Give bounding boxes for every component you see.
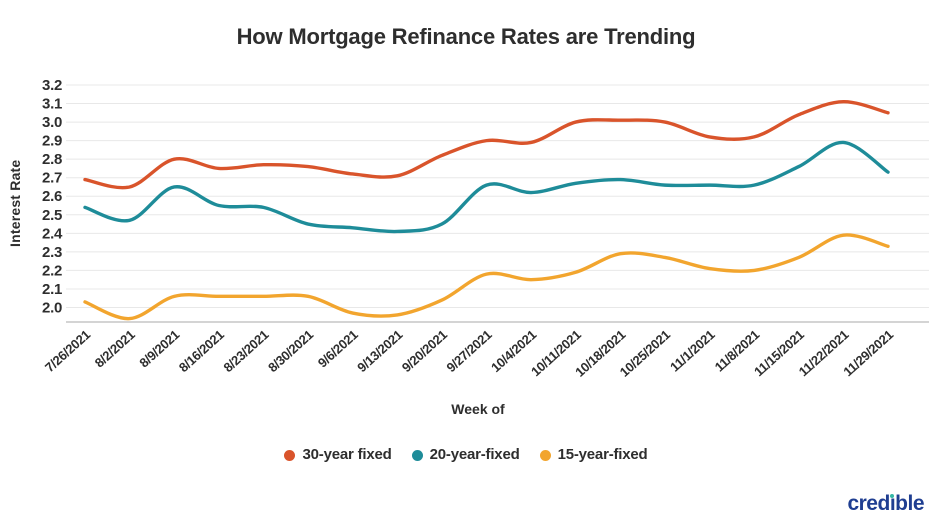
legend-label: 15-year-fixed (557, 446, 648, 463)
y-tick-label: 2.2 (42, 262, 62, 279)
legend-label: 30-year fixed (302, 446, 392, 463)
x-tick-label: 11/1/2021 (667, 327, 718, 375)
y-tick-label: 2.6 (42, 188, 62, 205)
x-tick-label: 9/27/2021 (443, 327, 494, 375)
legend-dot-30-year-fixed (284, 449, 296, 461)
y-tick-label: 2.3 (42, 244, 62, 261)
y-tick-label: 2.9 (42, 133, 62, 150)
legend-dot-15-year-fixed (539, 449, 551, 461)
y-tick-label: 3.1 (42, 96, 62, 113)
y-tick-label: 3.0 (42, 114, 62, 131)
y-tick-label: 2.7 (42, 170, 62, 187)
logo-text: cred (847, 492, 890, 515)
x-tick-label: 9/20/2021 (399, 327, 450, 375)
x-tick-label: 8/16/2021 (176, 327, 227, 375)
legend-item-30-year-fixed: 30-year fixed (284, 446, 392, 463)
logo-text: ble (895, 492, 924, 515)
series-line-15-year-fixed (83, 233, 890, 321)
x-tick-label: 8/2/2021 (92, 327, 138, 370)
x-tick-label: 11/29/2021 (840, 327, 896, 379)
y-tick-label: 2.1 (42, 281, 62, 298)
chart-legend: 30-year fixed 20-year-fixed 15-year-fixed (0, 446, 932, 463)
x-axis-title: Week of (451, 401, 505, 417)
legend-item-15-year-fixed: 15-year-fixed (539, 446, 648, 463)
logo-i-teal-dot: ı (889, 492, 896, 515)
credible-logo: credıble (847, 492, 924, 516)
y-tick-label: 2.5 (42, 207, 62, 224)
series-line-30-year-fixed (83, 99, 890, 190)
x-tick-label: 8/23/2021 (220, 327, 271, 375)
x-tick-label: 7/26/2021 (42, 327, 93, 375)
legend-dot-20-year-fixed (411, 449, 423, 461)
chart-title: How Mortgage Refinance Rates are Trendin… (236, 24, 696, 49)
y-tick-label: 2.0 (42, 299, 62, 316)
y-tick-label: 2.4 (42, 225, 63, 242)
series-line-20-year-fixed (83, 140, 890, 234)
y-tick-label: 3.2 (42, 77, 62, 94)
x-tick-label: 8/30/2021 (265, 327, 316, 375)
x-tick-label: 9/13/2021 (354, 327, 405, 375)
y-tick-label: 2.8 (42, 151, 62, 168)
legend-label: 20-year-fixed (429, 446, 520, 463)
legend-item-20-year-fixed: 20-year-fixed (411, 446, 520, 463)
